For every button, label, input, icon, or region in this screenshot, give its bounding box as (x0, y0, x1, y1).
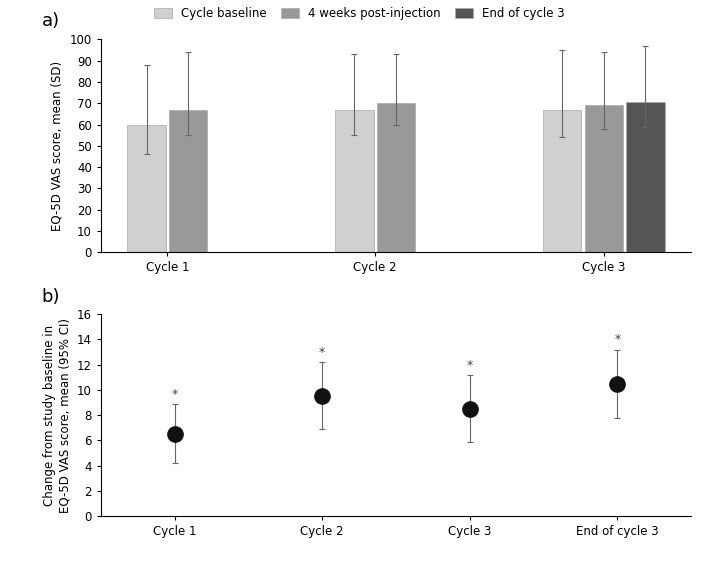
Bar (585, 105, 623, 252)
Y-axis label: Change from study baseline in
EQ-5D VAS score, mean (95% CI): Change from study baseline in EQ-5D VAS … (43, 318, 71, 513)
Bar (336, 109, 374, 252)
Text: a): a) (42, 12, 60, 30)
Text: *: * (467, 358, 473, 371)
Text: *: * (319, 346, 325, 359)
Bar (169, 109, 207, 252)
Legend: Cycle baseline, 4 weeks post-injection, End of cycle 3: Cycle baseline, 4 weeks post-injection, … (154, 7, 564, 20)
Bar (626, 102, 665, 252)
Y-axis label: EQ-5D VAS score, mean (SD): EQ-5D VAS score, mean (SD) (51, 61, 64, 231)
Bar (127, 125, 166, 252)
Bar (377, 103, 415, 252)
Text: *: * (171, 388, 178, 401)
Bar (543, 109, 582, 252)
Text: *: * (614, 333, 621, 346)
Text: b): b) (42, 288, 60, 306)
